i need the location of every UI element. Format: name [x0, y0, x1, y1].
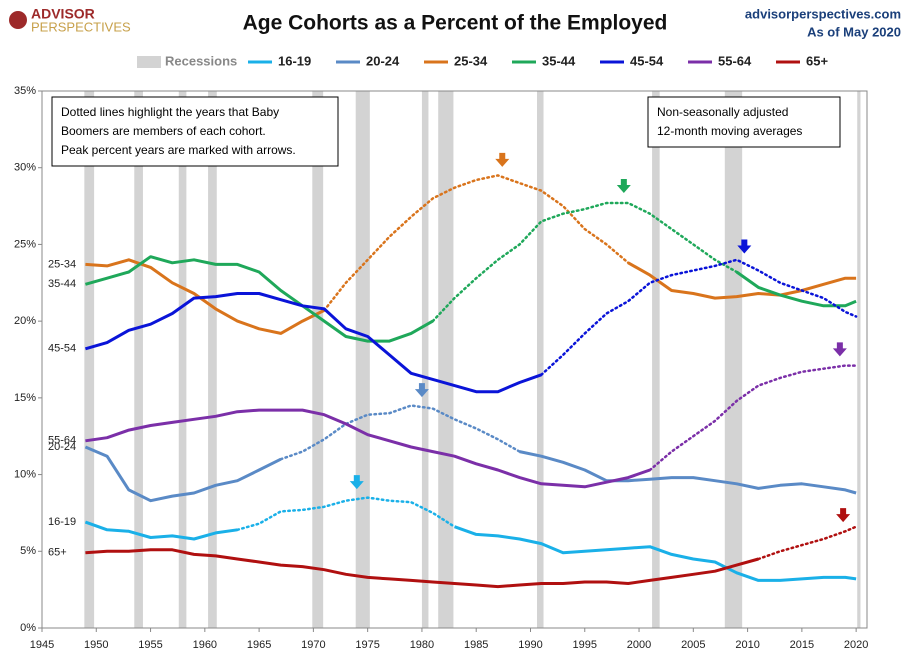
y-tick-label: 15%: [14, 392, 36, 404]
plot-frame: [41, 90, 868, 629]
note-text: 12-month moving averages: [657, 124, 802, 138]
boomer-line: [648, 364, 858, 472]
peak-arrow: [414, 383, 429, 398]
y-tick-label: 35%: [14, 85, 36, 97]
logo-bottom: PERSPECTIVES: [31, 19, 131, 34]
recession-band: [134, 91, 143, 628]
note-box: [51, 96, 339, 167]
recession-band: [537, 91, 544, 628]
recession-band: [724, 91, 743, 628]
series-side-label: 16-19: [48, 516, 76, 528]
x-tick-label: 1955: [138, 639, 162, 651]
x-tick-label: 1945: [30, 639, 54, 651]
date: As of May 2020: [807, 24, 901, 39]
series-line: [84, 520, 857, 582]
note-text: Non-seasonally adjusted: [657, 105, 788, 119]
series-line: [85, 408, 651, 489]
x-tick-label: 1965: [247, 639, 271, 651]
series-side-label: 45-54: [48, 343, 76, 355]
series-side-label: 25-34: [48, 258, 76, 270]
x-tick-label: 1980: [410, 639, 434, 651]
x-tick-label: 1985: [464, 639, 488, 651]
recession-band: [421, 91, 429, 628]
recession-band: [312, 91, 324, 628]
recession-band: [355, 91, 370, 628]
logo-icon: [9, 11, 27, 29]
peak-arrow: [737, 239, 752, 254]
recession-legend-label: Recessions: [165, 53, 237, 68]
peak-arrow: [832, 342, 847, 357]
y-tick-label: 0%: [20, 622, 36, 634]
note-box: [647, 96, 841, 148]
series-side-label: 20-24: [48, 441, 76, 453]
boomer-line: [540, 258, 858, 377]
x-tick-label: 1975: [355, 639, 379, 651]
boomer-line: [322, 174, 630, 312]
series-side-label: 65+: [48, 547, 67, 559]
x-tick-label: 2000: [627, 639, 651, 651]
series-line: [84, 292, 542, 394]
boomer-line: [236, 496, 456, 532]
x-tick-label: 2010: [735, 639, 759, 651]
chart-title: Age Cohorts as a Percent of the Employed: [243, 12, 668, 35]
boomer-line: [431, 201, 738, 323]
boomer-line: [757, 525, 858, 561]
peak-arrow: [495, 152, 510, 167]
recession-band: [857, 91, 861, 628]
y-tick-label: 20%: [14, 315, 36, 327]
source: advisorperspectives.com: [745, 6, 901, 21]
series-line: [85, 548, 759, 589]
recession-band: [208, 91, 217, 628]
legend-label: 20-24: [366, 53, 400, 68]
x-tick-label: 1960: [193, 639, 217, 651]
recession-band: [652, 91, 660, 628]
note-text: Dotted lines highlight the years that Ba…: [61, 105, 279, 119]
x-tick-label: 1950: [84, 639, 108, 651]
note-text: Peak percent years are marked with arrow…: [61, 143, 296, 157]
x-tick-label: 2020: [844, 639, 868, 651]
peak-arrow: [836, 508, 851, 523]
recession-band: [178, 91, 187, 628]
x-tick-label: 2015: [790, 639, 814, 651]
recession-band: [438, 91, 454, 628]
legend-label: 55-64: [718, 53, 752, 68]
logo-top: ADVISOR: [31, 6, 95, 22]
note-text: Boomers are members of each cohort.: [61, 124, 266, 138]
recession-band: [84, 91, 95, 628]
x-tick-label: 1990: [518, 639, 542, 651]
peak-arrow: [349, 475, 364, 490]
y-tick-label: 30%: [14, 162, 36, 174]
y-tick-label: 5%: [20, 545, 36, 557]
series-line: [85, 258, 857, 335]
legend-label: 65+: [806, 53, 828, 68]
y-tick-label: 25%: [14, 238, 36, 250]
peak-arrow: [616, 179, 631, 194]
x-tick-label: 1970: [301, 639, 325, 651]
boomer-line: [279, 404, 521, 461]
y-tick-label: 10%: [14, 468, 36, 480]
x-tick-label: 1995: [573, 639, 597, 651]
legend-label: 25-34: [454, 53, 488, 68]
legend-label: 45-54: [630, 53, 664, 68]
series-line: [84, 445, 857, 503]
series-side-label: 55-64: [48, 435, 76, 447]
legend-label: 35-44: [542, 53, 576, 68]
series-side-label: 35-44: [48, 278, 76, 290]
legend-label: 16-19: [278, 53, 311, 68]
recession-legend-swatch: [137, 56, 161, 68]
x-tick-label: 2005: [681, 639, 705, 651]
